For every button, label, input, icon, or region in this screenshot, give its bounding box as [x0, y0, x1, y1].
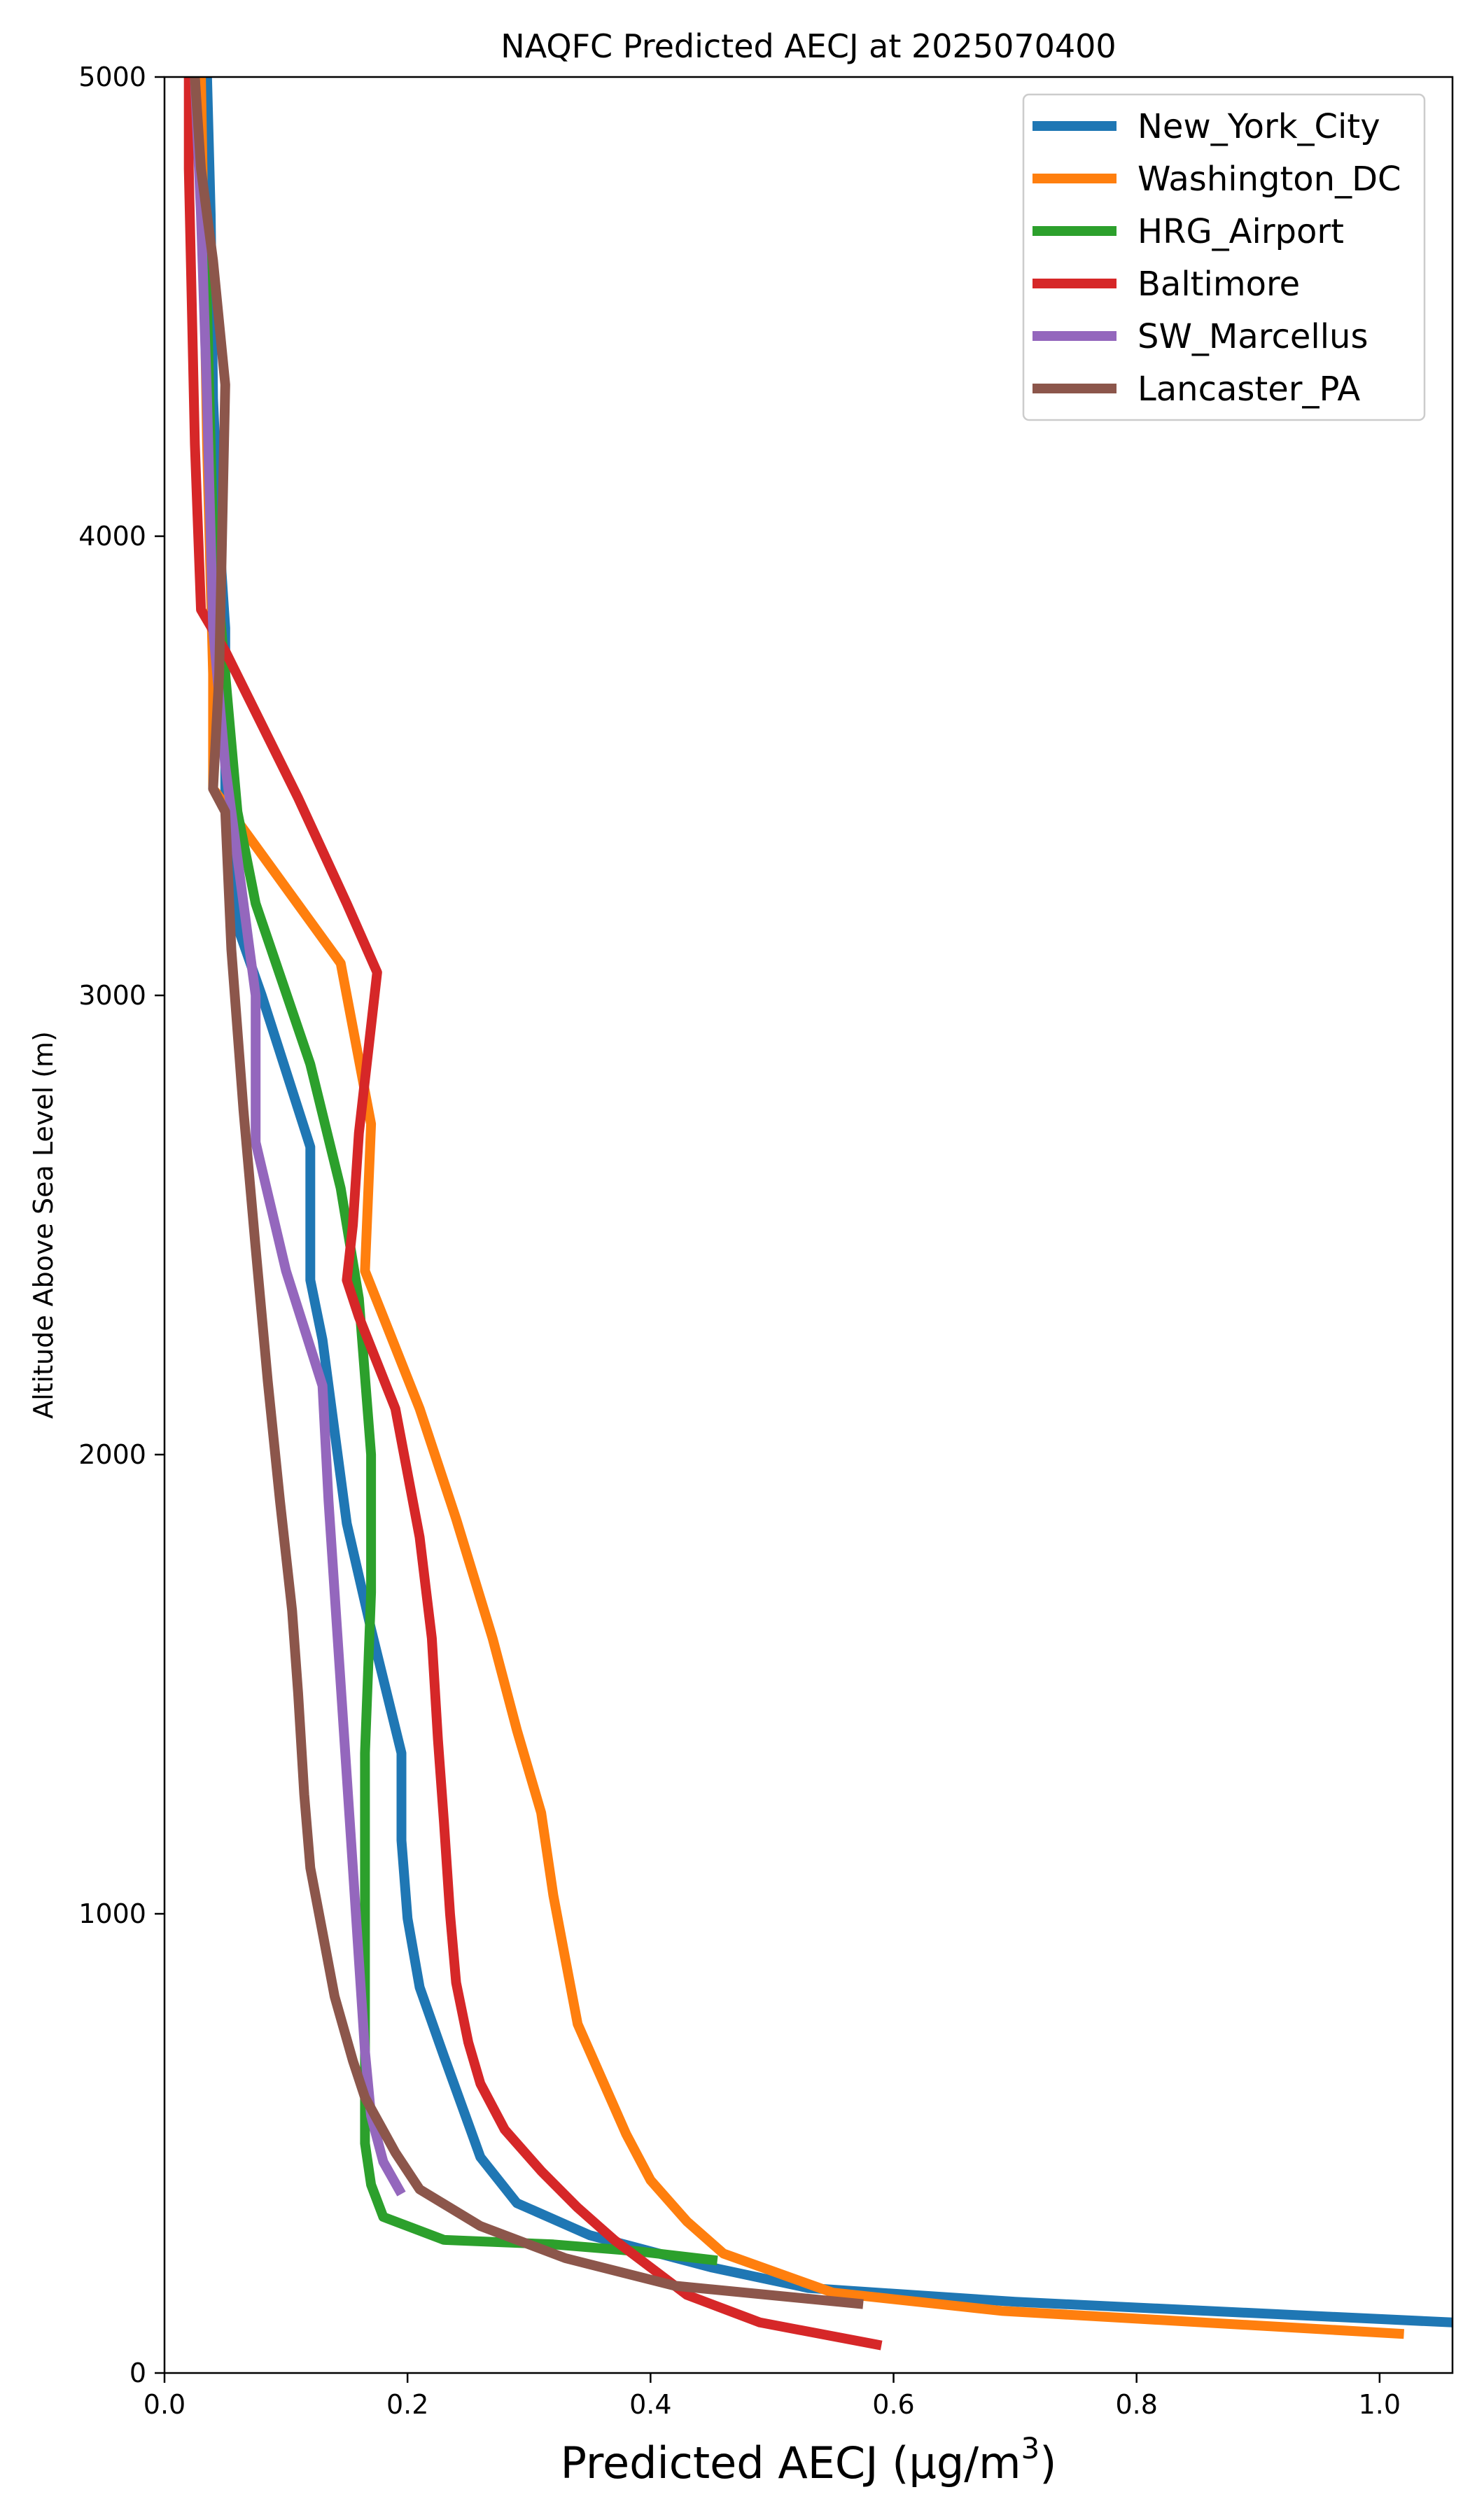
- y-tick-label: 5000: [78, 62, 146, 92]
- y-axis-label: Altitude Above Sea Level (m): [28, 1031, 59, 1419]
- x-tick-label: 0.6: [872, 2389, 914, 2420]
- legend-label: HRG_Airport: [1138, 212, 1344, 251]
- legend-label: Baltimore: [1138, 265, 1300, 304]
- chart-title: NAQFC Predicted AECJ at 2025070400: [500, 27, 1116, 65]
- x-axis-label-main: Predicted AECJ (μg/m: [561, 2437, 1021, 2488]
- legend-label: Lancaster_PA: [1138, 370, 1360, 409]
- y-tick-label: 0: [130, 2358, 146, 2388]
- series-line-lancaster-pa: [190, 77, 864, 2309]
- y-tick-label: 1000: [78, 1898, 146, 1929]
- x-tick-label: 0.4: [629, 2389, 671, 2420]
- y-tick-label: 3000: [78, 980, 146, 1011]
- x-tick-label: 1.0: [1359, 2389, 1401, 2420]
- legend: New_York_City Washington_DC HRG_Airport Bal…: [1022, 93, 1426, 421]
- x-axis-label-close: ): [1040, 2437, 1056, 2488]
- y-axis-ticks: 0 1000 2000 3000 4000 5000: [78, 62, 164, 2388]
- legend-label: SW_Marcellus: [1138, 317, 1368, 356]
- legend-items: New_York_City Washington_DC HRG_Airport Bal…: [1032, 107, 1401, 409]
- plot-frame: [163, 76, 1454, 2374]
- legend-label: Washington_DC: [1138, 160, 1401, 199]
- legend-label: New_York_City: [1138, 107, 1380, 146]
- y-tick-label: 4000: [78, 521, 146, 552]
- x-tick-label: 0.8: [1115, 2389, 1157, 2420]
- x-tick-label: 0.0: [144, 2389, 186, 2420]
- x-axis-ticks: 0.0 0.2 0.4 0.6 0.8 1.0: [144, 2373, 1401, 2420]
- x-axis-label-superscript: 3: [1021, 2431, 1040, 2465]
- series-line-hrg-airport: [190, 77, 718, 2266]
- legend-box: [1022, 93, 1426, 421]
- y-tick-label: 2000: [78, 1439, 146, 1470]
- series-line-baltimore: [183, 77, 883, 2351]
- x-axis-label: Predicted AECJ (μg/m3): [561, 2431, 1057, 2488]
- series-layer: [183, 77, 1452, 2351]
- x-tick-label: 0.2: [386, 2389, 428, 2420]
